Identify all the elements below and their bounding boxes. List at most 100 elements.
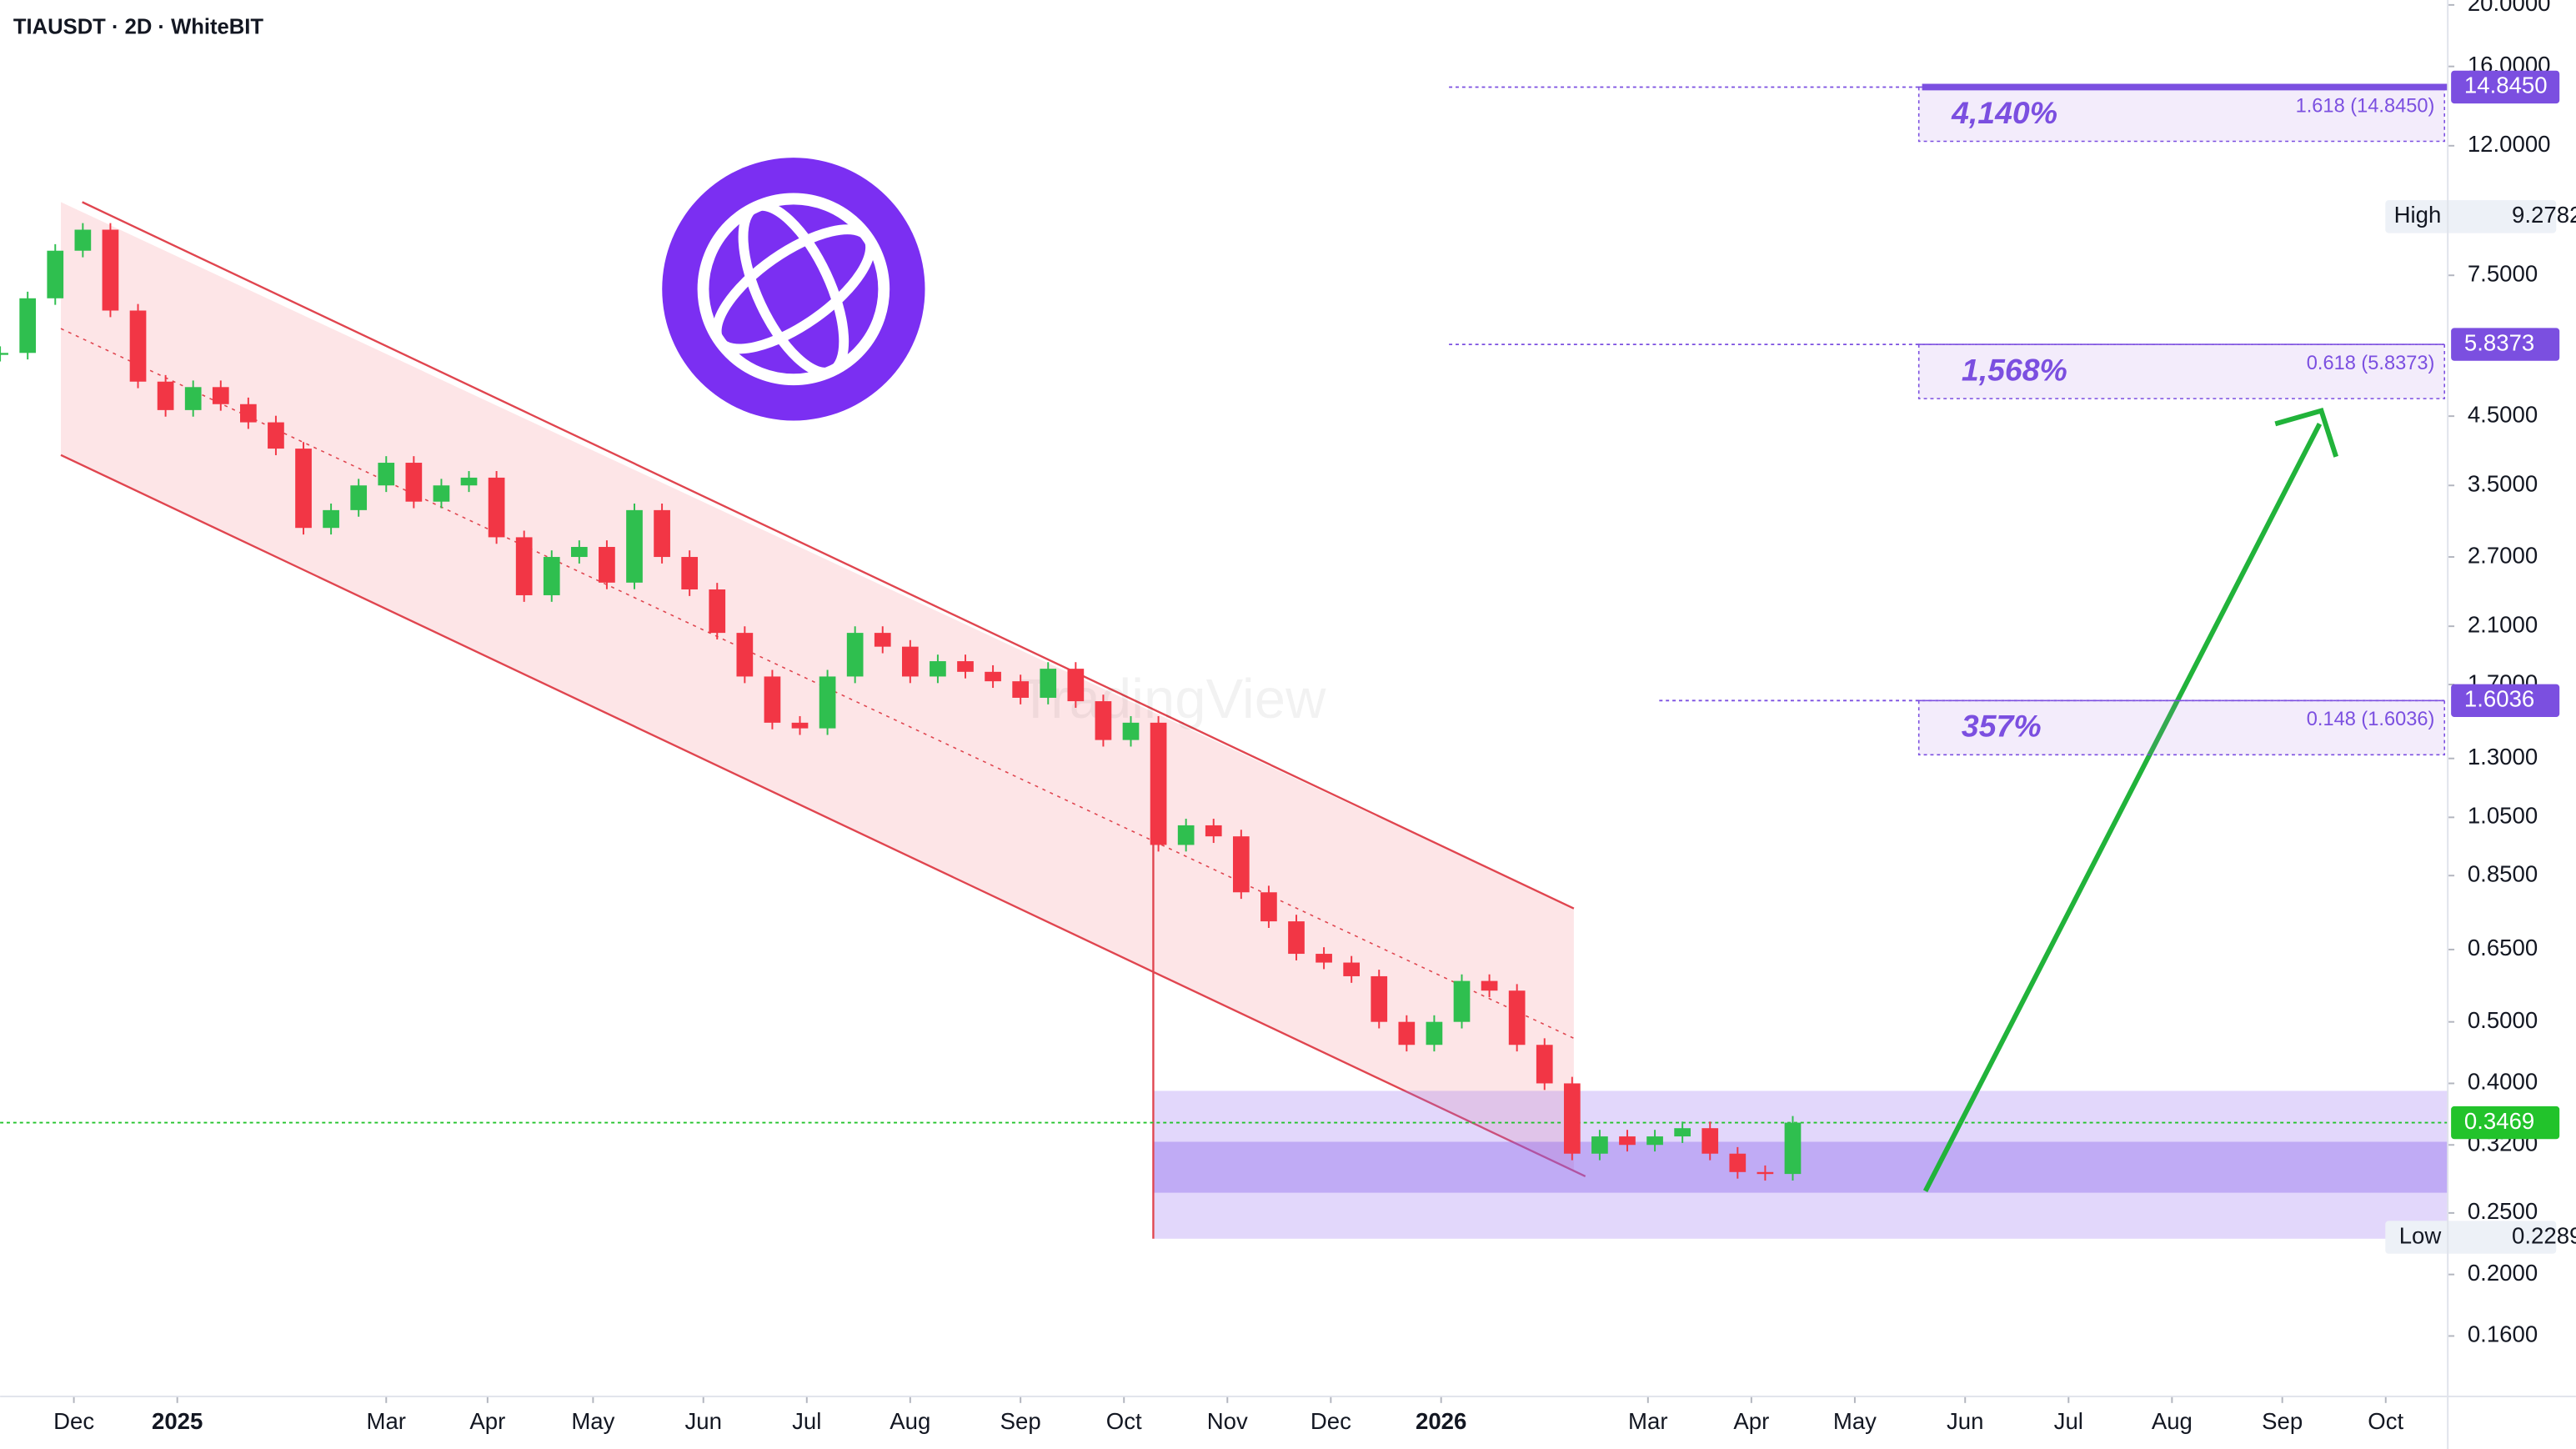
candle <box>74 229 92 251</box>
y-tick-label: 7.5000 <box>2468 261 2538 287</box>
y-tick-label: 4.5000 <box>2468 401 2538 427</box>
target-gain: 4,140% <box>1951 95 2057 130</box>
x-tick-label: Jun <box>1947 1408 1983 1434</box>
x-tick-label: Apr <box>1733 1408 1769 1434</box>
y-tick-label: 3.5000 <box>2468 471 2538 497</box>
x-tick-label: May <box>571 1408 614 1434</box>
arrow-head <box>2274 408 2339 458</box>
x-tick-label: Sep <box>1000 1408 1041 1434</box>
y-tick-label: 0.8500 <box>2468 860 2538 886</box>
candle <box>819 676 836 729</box>
candle <box>240 404 257 423</box>
y-tick-label: 0.2000 <box>2468 1260 2538 1286</box>
candle <box>1729 1153 1747 1172</box>
candle <box>654 509 670 558</box>
candle <box>1508 990 1526 1045</box>
target-gain: 357% <box>1962 709 2042 744</box>
candle <box>1260 892 1277 922</box>
candle <box>681 557 699 589</box>
channel-upper <box>82 201 1575 910</box>
x-tick-label: Jun <box>684 1408 721 1434</box>
candle <box>488 477 505 538</box>
y-tick-label: 2.1000 <box>2468 611 2538 637</box>
candle <box>129 310 147 382</box>
candle <box>570 547 588 558</box>
candle <box>1619 1136 1636 1146</box>
price-badge-label: 0.3469 <box>2464 1108 2534 1134</box>
candle <box>1012 681 1030 698</box>
y-tick-label: 20.0000 <box>2468 0 2551 16</box>
low-value: 0.2289 <box>2512 1222 2576 1248</box>
low-badge <box>2385 1221 2557 1254</box>
candle <box>1481 980 1498 991</box>
x-tick-label: Oct <box>1106 1408 1142 1434</box>
x-tick-label: Jul <box>792 1408 821 1434</box>
candle <box>1563 1083 1581 1154</box>
x-tick-label: Oct <box>2368 1408 2403 1434</box>
candle <box>626 509 643 583</box>
price-badge <box>2451 684 2560 718</box>
logo-orbit <box>711 224 875 354</box>
x-tick-label: Aug <box>2152 1408 2193 1434</box>
target-box <box>1917 86 2446 143</box>
x-tick-label: May <box>1833 1408 1877 1434</box>
candle <box>1205 825 1222 837</box>
target-gain: 1,568% <box>1962 352 2067 387</box>
candle <box>1095 701 1112 740</box>
watermark: TradingView <box>1019 668 1326 730</box>
logo <box>662 158 925 421</box>
x-tick-label: Dec <box>1311 1408 1351 1434</box>
candle <box>1701 1128 1719 1154</box>
y-tick-label: 2.7000 <box>2468 542 2538 568</box>
candle <box>1591 1136 1608 1154</box>
candle <box>1177 825 1195 845</box>
candle <box>791 722 809 729</box>
price-badge <box>2451 328 2560 361</box>
candle <box>295 449 312 529</box>
candle <box>1232 836 1250 893</box>
price-badge-label: 5.8373 <box>2464 329 2534 355</box>
x-tick-label: 2026 <box>1416 1408 1466 1434</box>
candle <box>102 229 119 311</box>
candle <box>1784 1122 1802 1175</box>
x-tick-label: 2025 <box>152 1408 203 1434</box>
candle <box>930 661 946 677</box>
target-fib: 0.618 (5.8373) <box>2307 353 2435 374</box>
x-tick-label: Nov <box>1207 1408 1248 1434</box>
candle <box>1426 1021 1443 1045</box>
high-value: 9.2782 <box>2512 202 2576 228</box>
x-tick-label: Dec <box>53 1408 94 1434</box>
candle <box>1343 962 1361 976</box>
candle <box>957 661 974 672</box>
x-tick-label: Aug <box>890 1408 930 1434</box>
candle <box>709 589 726 634</box>
candle <box>157 381 174 410</box>
high-name: High <box>2394 202 2442 228</box>
candle <box>1453 980 1471 1022</box>
candle <box>1674 1128 1691 1137</box>
candle <box>1646 1136 1663 1146</box>
x-tick-label: Apr <box>469 1408 505 1434</box>
candle <box>901 646 919 677</box>
candle <box>1122 722 1140 740</box>
candle <box>1757 1171 1774 1175</box>
target-fib: 1.618 (14.8450) <box>2296 95 2435 117</box>
x-tick-label: Mar <box>367 1408 407 1434</box>
candle <box>736 633 754 677</box>
y-tick-label: 0.6500 <box>2468 935 2538 960</box>
price-badge-label: 1.6036 <box>2464 686 2534 712</box>
target-box <box>1917 699 2446 756</box>
candle <box>515 537 533 595</box>
y-tick-label: 0.1600 <box>2468 1321 2538 1347</box>
channel-lower <box>60 454 1586 1177</box>
logo-orbit <box>738 200 849 378</box>
candle <box>543 557 560 595</box>
price-badge <box>2451 1106 2560 1140</box>
candle <box>1316 954 1332 963</box>
candle <box>1398 1021 1416 1045</box>
y-tick-label: 1.3000 <box>2468 744 2538 770</box>
candle <box>184 387 202 410</box>
candle <box>1288 921 1305 955</box>
